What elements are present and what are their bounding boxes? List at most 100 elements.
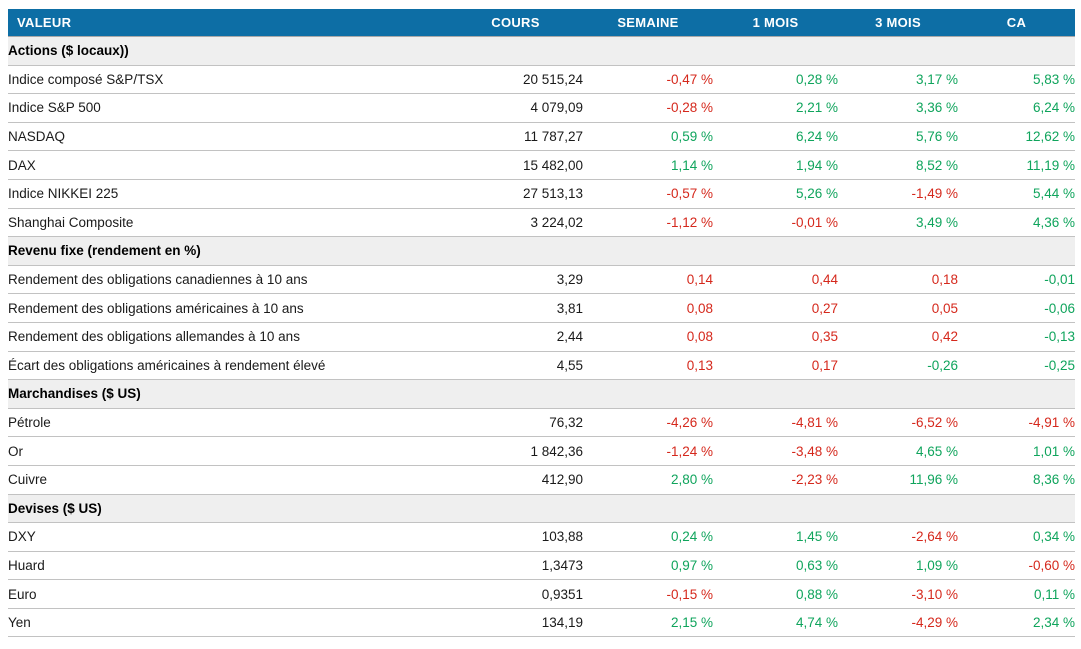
3mois-value: -3,10 % [838, 579, 958, 609]
1mois-value: 0,44 [713, 265, 838, 295]
ca-value: -0,01 [958, 265, 1075, 295]
cours-value: 4,55 [448, 351, 583, 381]
cours-value: 3,29 [448, 265, 583, 295]
section-title: Revenu fixe (rendement en %) [8, 236, 1075, 266]
row-label: Indice composé S&P/TSX [8, 65, 448, 95]
semaine-value: 0,97 % [583, 551, 713, 581]
row-label: Rendement des obligations allemandes à 1… [8, 322, 448, 352]
row-label: Indice S&P 500 [8, 93, 448, 123]
table-row: Indice composé S&P/TSX 20 515,24 -0,47 % 0,… [8, 65, 1075, 95]
row-label: Or [8, 436, 448, 466]
semaine-value: -1,12 % [583, 208, 713, 238]
column-header-valeur: VALEUR [8, 9, 448, 37]
semaine-value: 1,14 % [583, 150, 713, 180]
row-label: DXY [8, 522, 448, 552]
cours-value: 0,9351 [448, 579, 583, 609]
cours-value: 20 515,24 [448, 65, 583, 95]
semaine-value: 0,08 [583, 293, 713, 323]
row-label: DAX [8, 150, 448, 180]
table-row: Rendement des obligations allemandes à 1… [8, 322, 1075, 352]
row-label: Rendement des obligations américaines à … [8, 293, 448, 323]
1mois-value: -4,81 % [713, 408, 838, 438]
ca-value: -0,60 % [958, 551, 1075, 581]
section-row: Revenu fixe (rendement en %) [8, 236, 1075, 266]
1mois-value: 2,21 % [713, 93, 838, 123]
table-row: Écart des obligations américaines à rend… [8, 351, 1075, 381]
column-header-semaine: SEMAINE [583, 9, 713, 37]
3mois-value: 4,65 % [838, 436, 958, 466]
table-row: Cuivre 412,90 2,80 % -2,23 % 11,96 % 8,36 % [8, 465, 1075, 495]
column-header-3-mois: 3 MOIS [838, 9, 958, 37]
ca-value: -4,91 % [958, 408, 1075, 438]
3mois-value: 1,09 % [838, 551, 958, 581]
cours-value: 27 513,13 [448, 179, 583, 209]
ca-value: 0,34 % [958, 522, 1075, 552]
ca-value: 0,11 % [958, 579, 1075, 609]
table-body: Actions ($ locaux)) Indice composé S&P/TS… [8, 36, 1075, 638]
cours-value: 1,3473 [448, 551, 583, 581]
table-row: Or 1 842,36 -1,24 % -3,48 % 4,65 % 1,01 % [8, 436, 1075, 466]
table-row: Euro 0,9351 -0,15 % 0,88 % -3,10 % 0,11 % [8, 579, 1075, 609]
cours-value: 3 224,02 [448, 208, 583, 238]
ca-value: 4,36 % [958, 208, 1075, 238]
row-label: Écart des obligations américaines à rend… [8, 351, 448, 381]
column-header-1-mois: 1 MOIS [713, 9, 838, 37]
1mois-value: 0,27 [713, 293, 838, 323]
3mois-value: -2,64 % [838, 522, 958, 552]
column-header-ca: CA [958, 9, 1075, 37]
cours-value: 2,44 [448, 322, 583, 352]
market-table: VALEUR COURS SEMAINE 1 MOIS 3 MOIS CA Actions… [8, 9, 1075, 638]
row-label: Rendement des obligations canadiennes à … [8, 265, 448, 295]
ca-value: 6,24 % [958, 93, 1075, 123]
3mois-value: 5,76 % [838, 122, 958, 152]
3mois-value: 11,96 % [838, 465, 958, 495]
row-label: Yen [8, 608, 448, 638]
table-row: Rendement des obligations américaines à … [8, 293, 1075, 323]
table-row: Indice S&P 500 4 079,09 -0,28 % 2,21 % 3,36 … [8, 93, 1075, 123]
table-row: DAX 15 482,00 1,14 % 1,94 % 8,52 % 11,19 % [8, 150, 1075, 180]
semaine-value: 2,80 % [583, 465, 713, 495]
semaine-value: 0,24 % [583, 522, 713, 552]
3mois-value: -4,29 % [838, 608, 958, 638]
1mois-value: 5,26 % [713, 179, 838, 209]
1mois-value: 0,63 % [713, 551, 838, 581]
1mois-value: -3,48 % [713, 436, 838, 466]
cours-value: 15 482,00 [448, 150, 583, 180]
semaine-value: 0,08 [583, 322, 713, 352]
table-row: Huard 1,3473 0,97 % 0,63 % 1,09 % -0,60 % [8, 551, 1075, 581]
semaine-value: 0,59 % [583, 122, 713, 152]
3mois-value: 8,52 % [838, 150, 958, 180]
ca-value: 5,44 % [958, 179, 1075, 209]
ca-value: 2,34 % [958, 608, 1075, 638]
semaine-value: -0,15 % [583, 579, 713, 609]
semaine-value: -0,47 % [583, 65, 713, 95]
semaine-value: 2,15 % [583, 608, 713, 638]
1mois-value: 4,74 % [713, 608, 838, 638]
3mois-value: 3,49 % [838, 208, 958, 238]
3mois-value: -0,26 [838, 351, 958, 381]
1mois-value: 0,17 [713, 351, 838, 381]
table-row: Shanghai Composite 3 224,02 -1,12 % -0,01 %… [8, 208, 1075, 238]
1mois-value: 0,35 [713, 322, 838, 352]
3mois-value: 0,18 [838, 265, 958, 295]
cours-value: 4 079,09 [448, 93, 583, 123]
3mois-value: 3,36 % [838, 93, 958, 123]
section-title: Actions ($ locaux)) [8, 36, 1075, 66]
section-row: Devises ($ US) [8, 493, 1075, 524]
semaine-value: -1,24 % [583, 436, 713, 466]
cours-value: 11 787,27 [448, 122, 583, 152]
semaine-value: -0,28 % [583, 93, 713, 123]
1mois-value: 6,24 % [713, 122, 838, 152]
section-title: Marchandises ($ US) [8, 379, 1075, 409]
ca-value: -0,06 [958, 293, 1075, 323]
ca-value: 8,36 % [958, 465, 1075, 495]
3mois-value: -1,49 % [838, 179, 958, 209]
row-label: Shanghai Composite [8, 208, 448, 238]
section-row: Actions ($ locaux)) [8, 36, 1075, 66]
cours-value: 76,32 [448, 408, 583, 438]
column-header-cours: COURS [448, 9, 583, 37]
row-label: Pétrole [8, 408, 448, 438]
cours-value: 103,88 [448, 522, 583, 552]
1mois-value: 0,28 % [713, 65, 838, 95]
row-label: Indice NIKKEI 225 [8, 179, 448, 209]
